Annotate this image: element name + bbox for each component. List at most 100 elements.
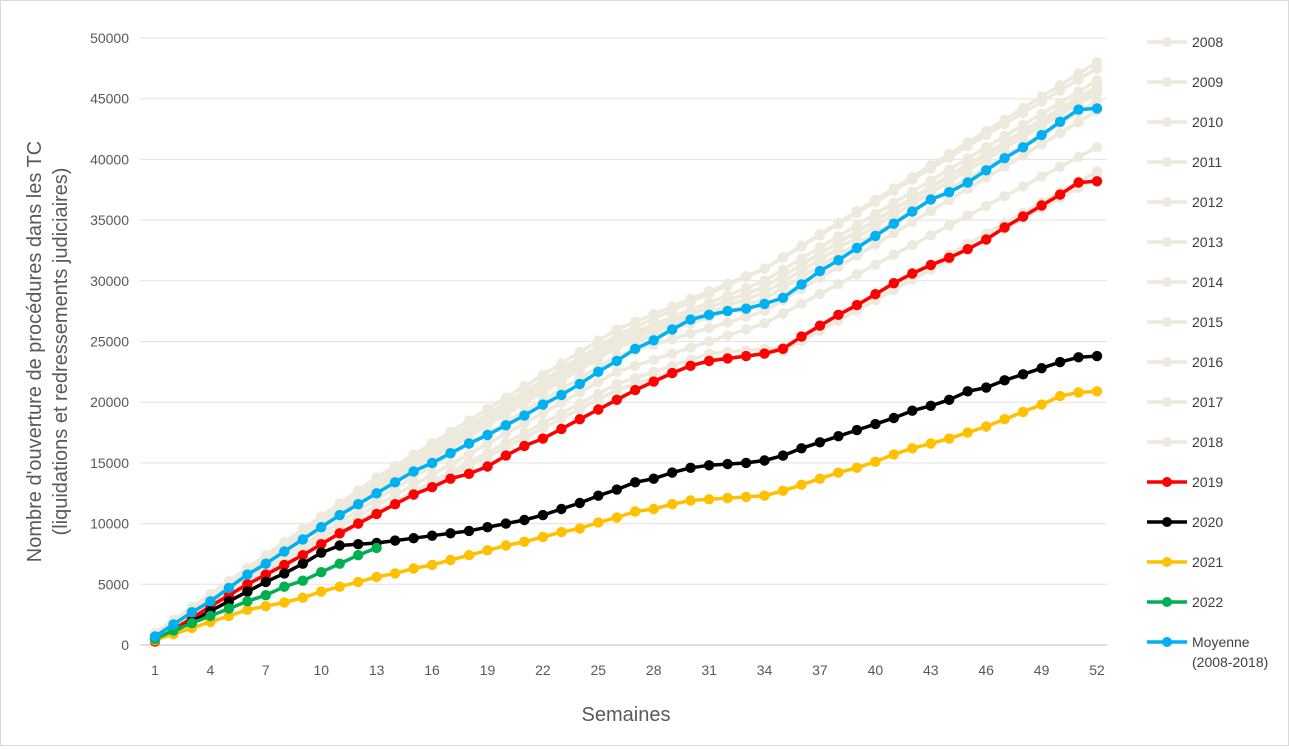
data-point bbox=[426, 559, 438, 571]
data-point bbox=[482, 522, 493, 533]
data-point bbox=[907, 206, 918, 217]
data-point bbox=[962, 177, 973, 188]
data-point bbox=[279, 597, 290, 608]
data-point bbox=[1036, 399, 1047, 410]
data-point bbox=[851, 207, 863, 219]
data-point bbox=[759, 455, 770, 466]
legend-swatch-marker bbox=[1162, 357, 1172, 367]
data-point bbox=[907, 216, 918, 228]
data-point bbox=[999, 138, 1010, 150]
data-point bbox=[777, 343, 789, 354]
x-tick-label: 16 bbox=[424, 662, 440, 678]
data-point bbox=[556, 526, 567, 538]
data-point bbox=[722, 458, 733, 470]
data-point bbox=[316, 567, 327, 578]
data-point bbox=[925, 438, 936, 449]
data-point bbox=[667, 315, 678, 327]
data-point bbox=[279, 559, 290, 571]
data-point bbox=[962, 153, 973, 164]
data-point bbox=[463, 438, 475, 449]
data-point bbox=[833, 218, 844, 230]
data-point bbox=[408, 466, 419, 477]
data-point bbox=[574, 387, 585, 398]
data-point bbox=[796, 259, 807, 271]
data-point bbox=[593, 366, 604, 377]
x-tick-label: 7 bbox=[262, 662, 270, 678]
legend-label: 2009 bbox=[1192, 74, 1223, 90]
data-point bbox=[463, 461, 475, 472]
data-point bbox=[519, 432, 530, 443]
data-point bbox=[667, 301, 678, 312]
data-point bbox=[242, 596, 253, 607]
data-point bbox=[593, 404, 604, 415]
legend-label: 2018 bbox=[1192, 434, 1223, 450]
data-point bbox=[1017, 369, 1029, 380]
data-point bbox=[703, 322, 715, 334]
legend-item: 2010 bbox=[1147, 114, 1223, 130]
data-point bbox=[944, 164, 955, 175]
data-point bbox=[500, 518, 512, 529]
data-point bbox=[297, 558, 308, 569]
data-point bbox=[888, 249, 899, 260]
data-point bbox=[648, 335, 659, 346]
data-point bbox=[556, 358, 567, 369]
data-point bbox=[611, 342, 622, 353]
data-point bbox=[1073, 387, 1084, 398]
y-tick-label: 20000 bbox=[90, 394, 129, 410]
data-point bbox=[796, 298, 807, 309]
data-point bbox=[574, 346, 585, 358]
data-point bbox=[1091, 75, 1103, 86]
data-point bbox=[537, 369, 549, 381]
data-point bbox=[777, 282, 789, 294]
data-point bbox=[1091, 83, 1103, 95]
data-point bbox=[186, 607, 198, 618]
legend-swatch-marker bbox=[1162, 277, 1172, 287]
data-point bbox=[925, 175, 936, 186]
x-tick-label: 49 bbox=[1034, 662, 1050, 678]
data-point bbox=[371, 508, 382, 520]
data-point bbox=[297, 534, 308, 545]
data-point bbox=[334, 528, 345, 539]
data-point bbox=[556, 413, 567, 424]
data-point bbox=[445, 459, 456, 470]
data-point bbox=[630, 343, 641, 354]
data-point bbox=[537, 423, 549, 434]
legend-swatch-marker bbox=[1162, 637, 1172, 647]
data-point bbox=[981, 200, 992, 212]
data-point bbox=[556, 423, 567, 435]
legend-swatch-marker bbox=[1162, 197, 1172, 207]
data-point bbox=[1054, 97, 1066, 108]
data-point bbox=[740, 350, 752, 362]
series-layer bbox=[149, 57, 1103, 647]
data-point bbox=[482, 461, 493, 472]
x-tick-label: 1 bbox=[151, 662, 159, 678]
x-tick-label: 46 bbox=[978, 662, 994, 678]
series-line bbox=[154, 354, 1098, 641]
series-line bbox=[154, 106, 1098, 638]
data-point bbox=[999, 153, 1010, 164]
data-point bbox=[611, 484, 622, 495]
legend-item: 2021 bbox=[1147, 554, 1223, 570]
data-point bbox=[888, 412, 899, 424]
legend-item: 2009 bbox=[1147, 74, 1223, 90]
data-point bbox=[685, 328, 696, 339]
data-point bbox=[888, 228, 899, 239]
legend-label: 2015 bbox=[1192, 314, 1223, 330]
data-point bbox=[870, 239, 881, 250]
data-point bbox=[519, 397, 530, 409]
data-point bbox=[740, 311, 752, 322]
data-point bbox=[925, 230, 936, 241]
data-point bbox=[925, 205, 936, 217]
data-point bbox=[740, 271, 752, 282]
data-point bbox=[944, 220, 955, 231]
data-point bbox=[1017, 119, 1029, 131]
data-point bbox=[833, 467, 844, 478]
data-point bbox=[574, 378, 585, 390]
data-point bbox=[1054, 105, 1066, 117]
data-point bbox=[463, 415, 475, 426]
data-point bbox=[519, 381, 530, 392]
data-point bbox=[722, 492, 733, 504]
data-point bbox=[353, 539, 364, 550]
data-point bbox=[981, 165, 992, 176]
data-point bbox=[279, 581, 290, 592]
